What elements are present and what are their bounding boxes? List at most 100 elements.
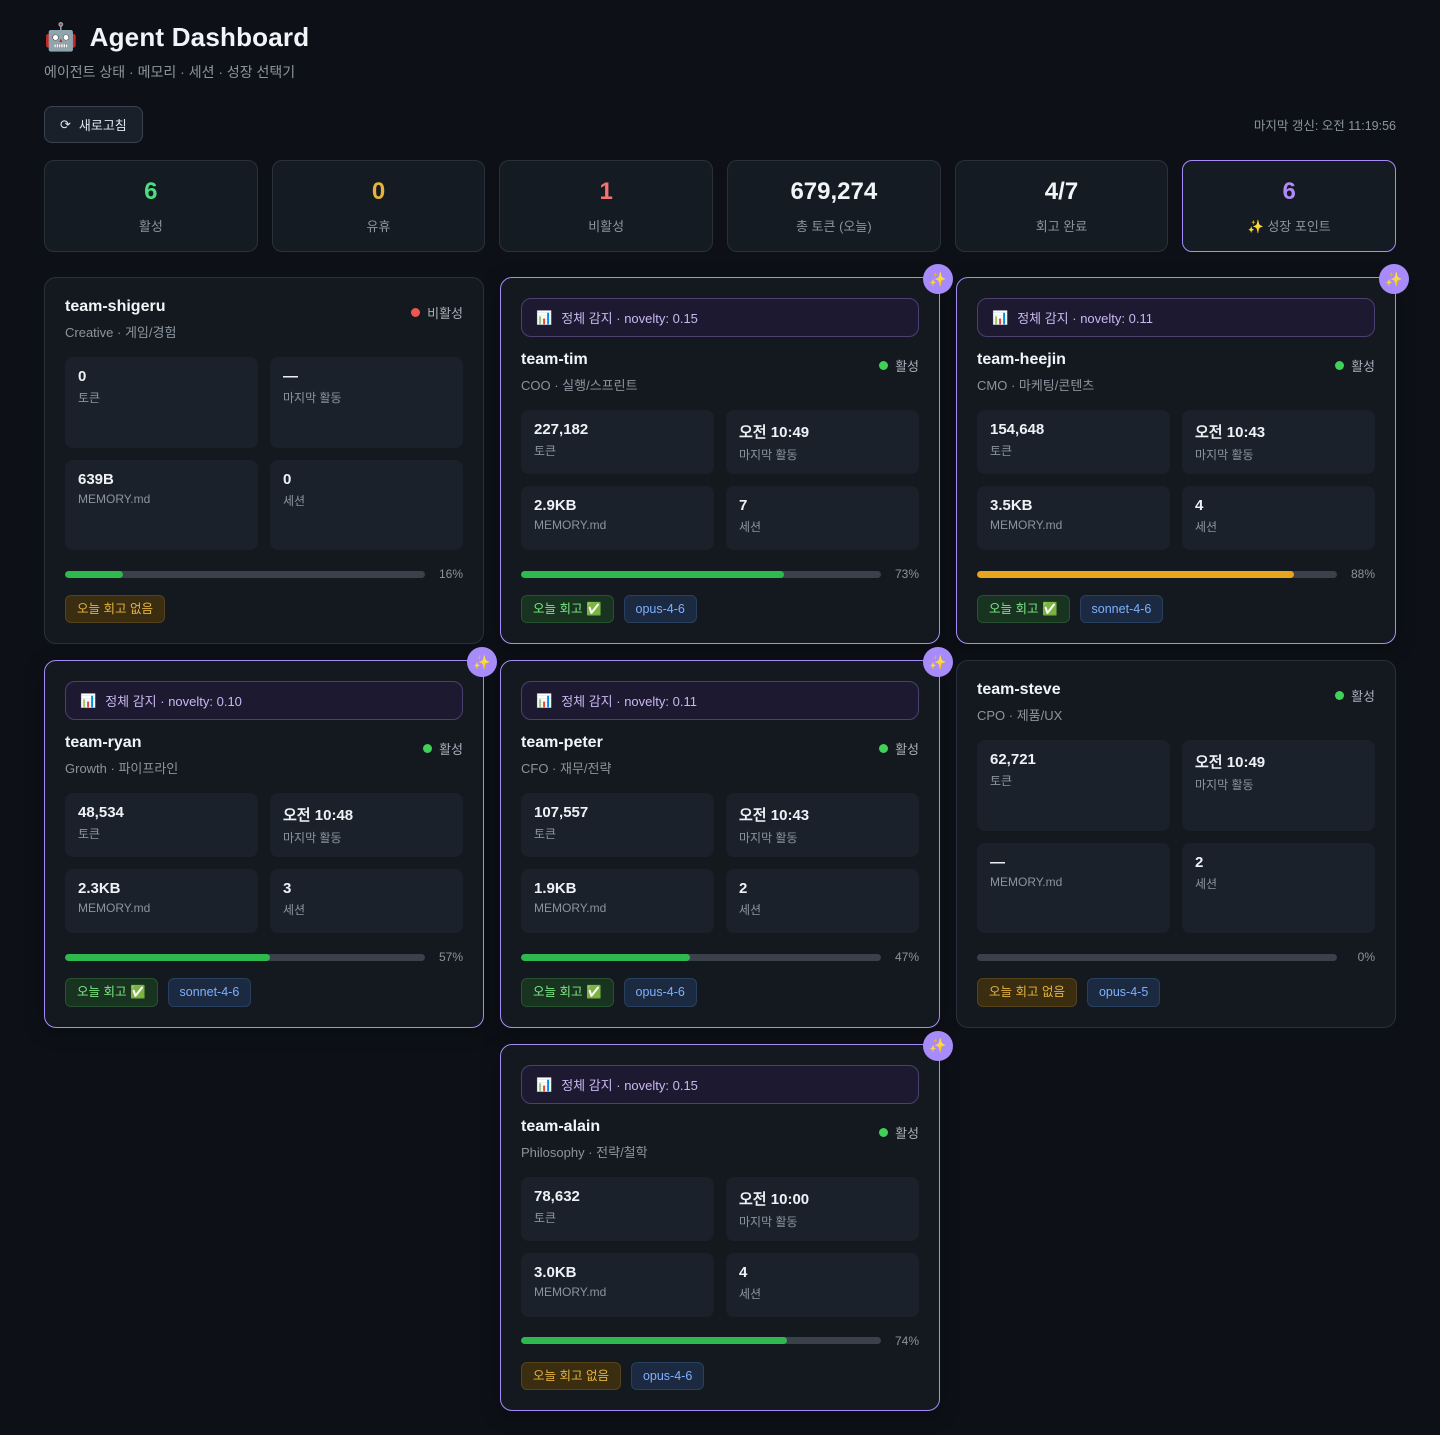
identity-banner: 📊 정체 감지 · novelty: 0.15: [521, 1064, 919, 1104]
sessions-stat: 3 세션: [270, 869, 463, 934]
agent-status-label: 활성: [895, 359, 919, 374]
retro-done-badge: 오늘 회고 ✅: [977, 595, 1070, 624]
summary-card-4: 4/7 회고 완료: [954, 160, 1169, 252]
sessions-stat-label: 세션: [739, 520, 762, 534]
agent-title-block: team-ryan Growth · 파이프라인: [65, 734, 178, 777]
progress-bar-fill: [521, 953, 691, 961]
memory-stat: — MEMORY.md: [977, 842, 1170, 934]
last-activity-stat-label: 마지막 활동: [739, 831, 798, 846]
progress-bar: [65, 953, 425, 961]
agent-name: team-heejin: [977, 351, 1066, 368]
growth-sparkle-icon: ✨: [923, 1030, 953, 1061]
tokens-stat: 62,721 토큰: [977, 740, 1170, 831]
model-badge: opus-4-6: [630, 1361, 705, 1390]
progress-row: 16%: [65, 567, 463, 581]
sessions-stat-value: 2: [739, 880, 748, 898]
memory-stat-value: 3.0KB: [534, 1263, 577, 1281]
last-update-text: 마지막 갱신: 오전 11:19:56: [1253, 119, 1396, 133]
agent-stat-grid: 62,721 토큰 오전 10:49 마지막 활동 — MEMORY.md 2 세션: [977, 740, 1375, 934]
agent-name: team-peter: [521, 734, 603, 752]
agent-status: 활성: [423, 739, 463, 758]
tokens-stat: 154,648 토큰: [977, 410, 1170, 474]
identity-banner-text: 정체 감지 · novelty: 0.15: [561, 1077, 698, 1093]
model-badge: opus-4-6: [623, 595, 697, 624]
sessions-stat: 4 세션: [726, 1252, 919, 1317]
growth-sparkle-icon: ✨: [1379, 264, 1409, 294]
last-activity-stat-value: 오전 10:43: [739, 807, 810, 825]
progress-row: 47%: [521, 950, 919, 964]
agent-name: team-shigeru: [65, 298, 166, 315]
sessions-stat-label: 세션: [739, 903, 762, 918]
tokens-stat-label: 토큰: [534, 827, 557, 842]
agent-name: team-alain: [521, 1117, 601, 1135]
agent-role: CMO · 마케팅/콘텐츠: [977, 378, 1095, 393]
last-activity-stat: 오전 10:49 마지막 활동: [726, 410, 919, 474]
agent-title-block: team-alain Philosophy · 전략/철학: [521, 1118, 648, 1161]
agent-name: team-steve: [977, 681, 1061, 699]
agent-name: team-tim: [521, 351, 588, 368]
status-dot-icon: [1335, 361, 1345, 370]
status-dot-icon: [411, 308, 421, 317]
sessions-stat-label: 세션: [739, 1286, 762, 1301]
agent-role: CFO · 재무/전략: [521, 761, 612, 777]
retro-done-badge: 오늘 회고 ✅: [65, 978, 158, 1007]
sessions-stat-label: 세션: [283, 903, 306, 918]
progress-bar: [977, 570, 1337, 578]
summary-label: 회고 완료: [1035, 219, 1088, 234]
retro-none-badge: 오늘 회고 없음: [977, 978, 1077, 1007]
agent-stat-grid: 227,182 토큰 오전 10:49 마지막 활동 2.9KB MEMORY.md 7 세션: [521, 410, 919, 550]
agent-status-label: 활성: [439, 742, 463, 758]
progress-percent-label: 88%: [1350, 567, 1375, 581]
retro-none-badge: 오늘 회고 없음: [65, 595, 165, 624]
memory-stat-label: MEMORY.md: [78, 901, 151, 916]
retro-none-badge: 오늘 회고 없음: [521, 1361, 621, 1390]
agent-role: COO · 실행/스프린트: [521, 378, 638, 393]
agent-status: 활성: [879, 1123, 919, 1142]
model-badge: opus-4-6: [623, 978, 697, 1007]
sessions-stat: 2 세션: [1182, 842, 1375, 934]
progress-bar-fill: [521, 1337, 788, 1344]
last-activity-stat-value: 오전 10:43: [1195, 424, 1266, 441]
memory-stat-value: —: [990, 853, 1005, 871]
badge-row: 오늘 회고 없음 opus-4-6: [521, 1361, 919, 1390]
tokens-stat-value: 62,721: [990, 751, 1036, 769]
progress-percent-label: 0%: [1357, 950, 1375, 965]
refresh-button[interactable]: ⟳ 새로고침: [44, 106, 143, 143]
agent-stat-grid: 78,632 토큰 오전 10:00 마지막 활동 3.0KB MEMORY.md 4 세션: [521, 1176, 919, 1317]
agent-stat-grid: 0 토큰 — 마지막 활동 639B MEMORY.md 0 세션: [65, 357, 463, 550]
summary-label: 비활성: [588, 219, 625, 234]
last-activity-stat-value: 오전 10:49: [739, 424, 810, 441]
agent-card-team-peter: ✨ 📊 정체 감지 · novelty: 0.11 team-peter CFO · 재…: [500, 647, 953, 1028]
sessions-stat-label: 세션: [1195, 520, 1218, 534]
agents-grid: team-shigeru Creative · 게임/경험 비활성 0 토큰 — 마지막 활…: [44, 264, 1409, 1411]
last-activity-stat: 오전 10:00 마지막 활동: [726, 1176, 919, 1241]
summary-card-1: 0 유휴: [271, 160, 486, 252]
memory-stat-value: 2.3KB: [78, 880, 121, 898]
refresh-icon: ⟳: [60, 117, 71, 132]
summary-value: 679,274: [790, 178, 878, 205]
last-activity-stat-label: 마지막 활동: [283, 391, 342, 405]
last-activity-stat-value: —: [283, 368, 298, 385]
tokens-stat-label: 토큰: [990, 444, 1013, 458]
agent-status: 활성: [1335, 356, 1375, 375]
agent-role: Creative · 게임/경험: [65, 325, 177, 340]
agent-status: 활성: [879, 739, 919, 758]
badge-row: 오늘 회고 ✅ sonnet-4-6: [65, 978, 463, 1007]
badge-row: 오늘 회고 ✅ opus-4-6: [521, 595, 919, 624]
agent-status-label: 비활성: [427, 306, 463, 321]
page-subtitle: 에이전트 상태 · 메모리 · 세션 · 성장 선택기: [44, 64, 296, 80]
agent-status-label: 활성: [1351, 359, 1375, 374]
tokens-stat: 48,534 토큰: [65, 793, 258, 858]
progress-bar-fill: [977, 570, 1294, 578]
model-badge: sonnet-4-6: [1079, 595, 1164, 624]
summary-row: 6 활성 0 유휴 1 비활성 679,274 총 토큰 (오늘) 4/7 회고 완료 6 ✨ 성장 …: [44, 160, 1396, 252]
agent-card-team-steve: team-steve CPO · 제품/UX 활성 62,721 토큰 오전 10:49 마…: [956, 660, 1396, 1028]
agent-card-team-heejin: ✨ 📊 정체 감지 · novelty: 0.11 team-heejin CMO · …: [956, 264, 1409, 645]
summary-value: 0: [371, 178, 386, 205]
progress-row: 74%: [521, 1334, 919, 1348]
growth-sparkle-icon: ✨: [467, 647, 497, 678]
sessions-stat-value: 0: [283, 470, 292, 488]
memory-stat: 2.9KB MEMORY.md: [521, 486, 714, 550]
agent-title-block: team-heejin CMO · 마케팅/콘텐츠: [977, 351, 1094, 394]
